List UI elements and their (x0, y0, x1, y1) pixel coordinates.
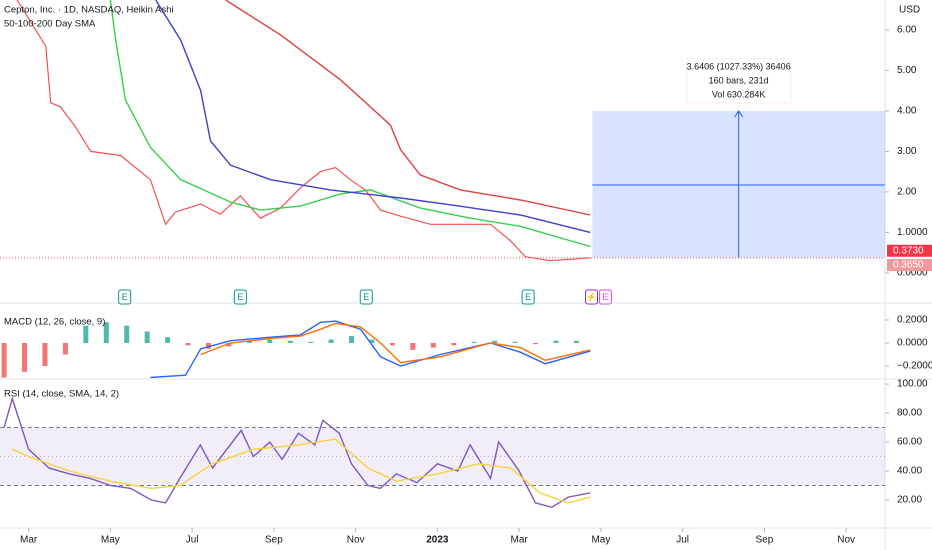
panel-title: RSI (14, close, SMA, 14, 2) (4, 389, 119, 400)
x-tick-label: May (101, 535, 120, 546)
macd-histogram-bar (83, 325, 89, 343)
event-label: E (237, 292, 243, 302)
macd-histogram-bar (512, 341, 518, 343)
macd-histogram-bar (246, 340, 252, 343)
price-label: 0.3650 (893, 260, 924, 271)
y-tick-label: 3.00 (897, 146, 917, 157)
series-line (12, 438, 591, 504)
plot-area (0, 396, 885, 509)
macd-histogram-bar (369, 339, 375, 343)
y-tick-label: 20.00 (897, 495, 922, 506)
macd-histogram-bar (226, 343, 232, 347)
macd-histogram-bar (205, 343, 211, 349)
event-label: E (122, 292, 128, 302)
macd-histogram-bar (573, 340, 579, 343)
panel-title: MACD (12, 26, close, 9) (4, 317, 105, 328)
panel-title: Cepton, Inc. · 1D, NASDAQ, Heikin Ashi (4, 5, 173, 16)
series-line (225, 0, 591, 216)
x-tick-label: Nov (347, 535, 365, 546)
event-icon (359, 289, 373, 305)
plot-area (0, 0, 885, 262)
measure-label-box (686, 58, 792, 104)
y-tick-label: 60.00 (897, 437, 922, 448)
measure-label: 160 bars, 231d (709, 75, 769, 85)
macd-histogram-bar (553, 340, 559, 343)
series-line (3, 396, 591, 509)
rsi-band (0, 427, 885, 486)
axis-unit: USD (899, 5, 920, 16)
x-tick-label: Sep (265, 535, 283, 546)
measure-label: 3.6406 (1027.33%) 36406 (687, 61, 791, 71)
x-tick-label: Jul (676, 535, 689, 546)
macd-histogram-bar (267, 339, 273, 343)
x-tick-label: Jul (186, 535, 199, 546)
y-tick-label: 2.00 (897, 187, 917, 198)
macd-histogram-bar (532, 343, 538, 345)
series-line (109, 0, 591, 248)
y-tick-label: 5.00 (897, 65, 917, 76)
y-tick-label: 4.00 (897, 106, 917, 117)
event-icon (598, 289, 612, 305)
macd-histogram-bar (430, 343, 436, 348)
y-tick-label: 0.2000 (897, 315, 928, 326)
macd-histogram-bar (144, 331, 150, 343)
macd-histogram-bar (410, 343, 416, 350)
y-tick-label: 40.00 (897, 466, 922, 477)
macd-histogram-bar (287, 340, 293, 343)
macd-histogram-bar (185, 343, 191, 346)
event-icon (118, 289, 132, 305)
x-tick-label: 2023 (426, 535, 449, 546)
plot-area (1, 320, 591, 378)
event-icon (584, 289, 598, 305)
macd-histogram-bar (1, 343, 7, 378)
series-line (16, 0, 591, 262)
macd-histogram-bar (328, 339, 334, 343)
event-label: E (363, 292, 369, 302)
macd-histogram-bar (451, 343, 457, 346)
macd-histogram-bar (124, 325, 130, 343)
y-tick-label: 1.0000 (897, 227, 928, 238)
y-tick-label: 6.00 (897, 25, 917, 36)
y-tick-label: 0.0000 (897, 267, 928, 278)
x-tick-label: Nov (837, 535, 855, 546)
macd-histogram-bar (389, 343, 395, 346)
macd-histogram-bar (349, 336, 355, 343)
y-tick-label: 100.00 (897, 379, 928, 390)
event-label: E (602, 292, 608, 302)
event-label: ⚡ (586, 291, 597, 303)
y-tick-label: −0.2000 (897, 361, 932, 372)
macd-histogram-bar (471, 341, 477, 343)
x-tick-label: Mar (20, 535, 38, 546)
macd-histogram-bar (492, 340, 498, 343)
price-label: 0.3730 (893, 245, 924, 256)
event-icon (521, 289, 535, 305)
x-tick-label: Sep (756, 535, 774, 546)
y-tick-label: 80.00 (897, 408, 922, 419)
macd-histogram-bar (22, 343, 28, 372)
x-tick-label: Mar (511, 535, 529, 546)
measure-label: Vol 630.284K (712, 89, 766, 99)
price-label-box (887, 244, 932, 257)
price-label-box (887, 259, 932, 272)
macd-histogram-bar (42, 343, 48, 367)
panel-subtitle: 50-100-200 Day SMA (4, 19, 96, 30)
macd-histogram-bar (103, 322, 109, 343)
macd-histogram-bar (62, 343, 68, 355)
y-tick-label: 0.0000 (897, 338, 928, 349)
x-tick-label: May (591, 535, 610, 546)
event-label: E (525, 292, 531, 302)
event-icon (233, 289, 247, 305)
measure-arrow-head (734, 110, 744, 118)
macd-histogram-bar (308, 341, 314, 343)
macd-histogram-bar (165, 337, 171, 343)
series-line (200, 322, 591, 364)
series-line (155, 0, 591, 234)
